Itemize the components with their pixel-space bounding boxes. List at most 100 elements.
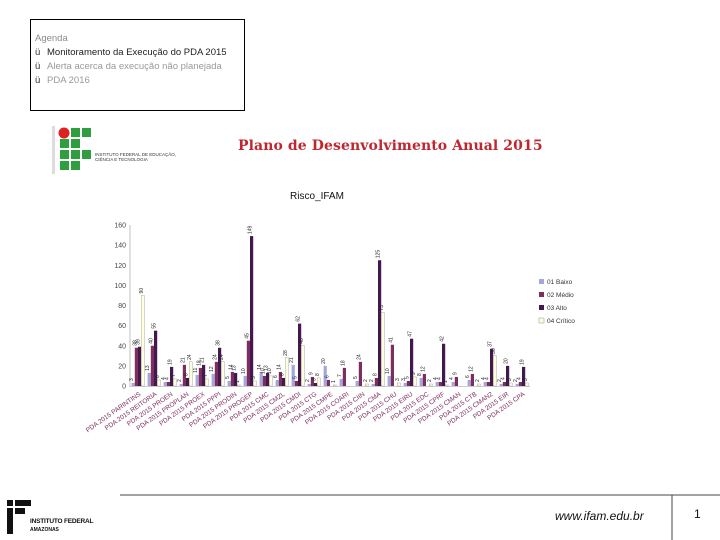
check-icon: ü bbox=[35, 61, 41, 72]
data-label: 12 bbox=[209, 366, 215, 372]
bar bbox=[179, 383, 183, 386]
bar bbox=[157, 379, 161, 387]
data-label: 47 bbox=[408, 331, 414, 337]
bar bbox=[186, 377, 190, 386]
agenda-item-label: PDA 2016 bbox=[47, 75, 90, 86]
data-label: 12 bbox=[420, 366, 426, 372]
bar bbox=[150, 345, 154, 386]
bar bbox=[314, 382, 318, 386]
data-label: 3 bbox=[507, 378, 513, 381]
bar bbox=[253, 380, 257, 387]
data-label: 13 bbox=[145, 365, 151, 371]
bar bbox=[410, 338, 414, 386]
website-url[interactable]: www.ifam.edu.br bbox=[555, 509, 644, 523]
footer-logo-icon bbox=[7, 500, 31, 534]
bar bbox=[189, 361, 193, 387]
data-label: 6 bbox=[465, 375, 471, 378]
y-tick-label: 60 bbox=[118, 323, 126, 330]
data-label: 5 bbox=[404, 376, 410, 379]
data-label: 9 bbox=[308, 372, 314, 375]
bar bbox=[202, 364, 206, 386]
agenda-title: Agenda bbox=[35, 33, 68, 44]
chart-title: Risco_IFAM bbox=[290, 191, 344, 202]
data-label: 9 bbox=[452, 372, 458, 375]
data-label: 4 bbox=[516, 377, 522, 380]
data-label: 5 bbox=[353, 376, 359, 379]
check-icon: ü bbox=[35, 75, 41, 86]
bar bbox=[470, 373, 474, 386]
bar bbox=[230, 371, 234, 386]
legend-swatch bbox=[539, 305, 544, 310]
bar bbox=[442, 343, 446, 386]
data-label: 40 bbox=[299, 338, 305, 344]
data-label: 10 bbox=[267, 368, 273, 374]
y-tick-label: 160 bbox=[114, 223, 126, 230]
bar bbox=[154, 330, 158, 386]
data-label: 21 bbox=[180, 357, 186, 363]
data-label: 3 bbox=[523, 378, 529, 381]
data-label: 8 bbox=[372, 373, 378, 376]
data-label: 4 bbox=[436, 377, 442, 380]
bar bbox=[163, 381, 167, 386]
bar bbox=[419, 377, 423, 386]
legend-label: 01 Baixo bbox=[547, 279, 573, 286]
data-label: 4 bbox=[500, 377, 506, 380]
data-label: 14 bbox=[276, 364, 282, 370]
data-label: 4 bbox=[484, 377, 490, 380]
data-label: 1 bbox=[235, 380, 241, 383]
bar bbox=[499, 383, 503, 386]
data-label: 2 bbox=[363, 379, 369, 382]
check-icon: ü bbox=[35, 47, 41, 58]
data-label: 45 bbox=[244, 333, 250, 339]
bar bbox=[493, 355, 497, 387]
footer-bar bbox=[120, 494, 720, 540]
bar bbox=[397, 382, 401, 387]
bar bbox=[486, 381, 490, 386]
data-label: 41 bbox=[388, 337, 394, 343]
bar bbox=[454, 376, 458, 386]
bar bbox=[198, 367, 202, 386]
bar bbox=[227, 380, 231, 386]
agenda-item-label: Alerta acerca da execução não planejada bbox=[47, 61, 222, 72]
data-label: 6 bbox=[273, 375, 279, 378]
y-tick-label: 120 bbox=[114, 263, 126, 270]
y-tick-label: 20 bbox=[118, 363, 126, 370]
data-label: 7 bbox=[337, 374, 343, 377]
bar bbox=[141, 295, 145, 387]
y-tick-label: 80 bbox=[118, 303, 126, 310]
bar bbox=[333, 384, 337, 387]
bar bbox=[138, 346, 142, 386]
bar bbox=[342, 367, 346, 386]
bar bbox=[285, 357, 289, 387]
data-label: 11 bbox=[193, 368, 199, 373]
bar bbox=[237, 384, 241, 387]
bar bbox=[506, 365, 510, 386]
bar bbox=[365, 383, 369, 387]
data-label: 19 bbox=[520, 359, 526, 365]
footer-logo-sub: AMAZONAS bbox=[30, 527, 59, 533]
bar bbox=[522, 366, 526, 386]
y-tick-label: 100 bbox=[114, 283, 126, 290]
data-label: 73 bbox=[379, 305, 385, 311]
legend-swatch bbox=[539, 279, 544, 284]
data-label: 2 bbox=[497, 379, 503, 382]
bar bbox=[310, 376, 314, 386]
bar bbox=[374, 377, 378, 386]
data-label: 10 bbox=[241, 368, 247, 374]
bar bbox=[250, 236, 254, 386]
bar bbox=[221, 361, 225, 387]
data-label: 3 bbox=[401, 378, 407, 381]
bar bbox=[195, 374, 199, 386]
bar bbox=[301, 345, 305, 387]
data-label: 2 bbox=[513, 379, 519, 382]
institute-logo-icon bbox=[58, 127, 91, 170]
bar bbox=[502, 381, 506, 386]
bar bbox=[381, 312, 385, 387]
bar bbox=[406, 380, 410, 386]
bar bbox=[275, 379, 279, 386]
data-label: 42 bbox=[440, 336, 446, 342]
data-label: 149 bbox=[248, 226, 254, 235]
legend-swatch bbox=[538, 317, 545, 324]
data-label: 4 bbox=[433, 377, 439, 380]
